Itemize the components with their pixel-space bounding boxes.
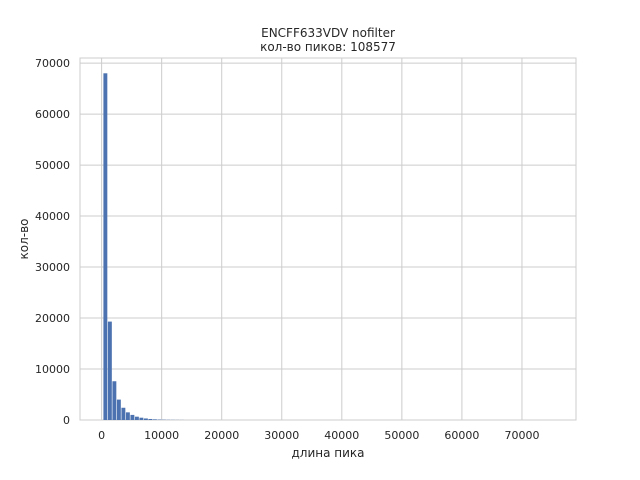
- x-axis-label: длина пика: [291, 446, 364, 460]
- x-tick-label: 70000: [504, 429, 539, 442]
- y-tick-label: 40000: [35, 210, 70, 223]
- histogram-bar: [103, 73, 108, 420]
- y-tick-label: 50000: [35, 159, 70, 172]
- x-tick-label: 10000: [144, 429, 179, 442]
- chart-subtitle: кол-во пиков: 108577: [260, 40, 396, 54]
- y-tick-labels: 0 10000 20000 30000 40000 50000 60000 70000: [35, 57, 70, 427]
- x-tick-labels: 0 10000 20000 30000 40000 50000 60000 70000: [98, 429, 539, 442]
- y-tick-label: 20000: [35, 312, 70, 325]
- x-tick-label: 40000: [324, 429, 359, 442]
- histogram-bar: [116, 399, 121, 420]
- chart-title: ENCFF633VDV nofilter: [261, 26, 395, 40]
- y-tick-label: 70000: [35, 57, 70, 70]
- grid-lines: [80, 58, 576, 421]
- x-tick-label: 50000: [384, 429, 419, 442]
- histogram-bar: [130, 414, 135, 420]
- x-tick-label: 0: [98, 429, 105, 442]
- histogram-bars: [103, 73, 184, 420]
- x-tick-label: 20000: [204, 429, 239, 442]
- y-tick-label: 60000: [35, 108, 70, 121]
- histogram-bar: [139, 417, 144, 420]
- histogram-bar: [148, 418, 153, 420]
- y-axis-label: кол-во: [17, 218, 31, 259]
- histogram-bar: [143, 418, 148, 420]
- x-tick-label: 30000: [264, 429, 299, 442]
- histogram-bar: [125, 412, 130, 420]
- histogram-bar: [121, 407, 126, 420]
- y-tick-label: 10000: [35, 363, 70, 376]
- y-tick-label: 30000: [35, 261, 70, 274]
- histogram-bar: [107, 321, 112, 420]
- x-tick-label: 60000: [444, 429, 479, 442]
- histogram-bar: [112, 381, 117, 420]
- histogram-bar: [152, 419, 157, 420]
- histogram-bar: [134, 416, 139, 420]
- y-tick-label: 0: [63, 414, 70, 427]
- plot-area: [79, 57, 577, 421]
